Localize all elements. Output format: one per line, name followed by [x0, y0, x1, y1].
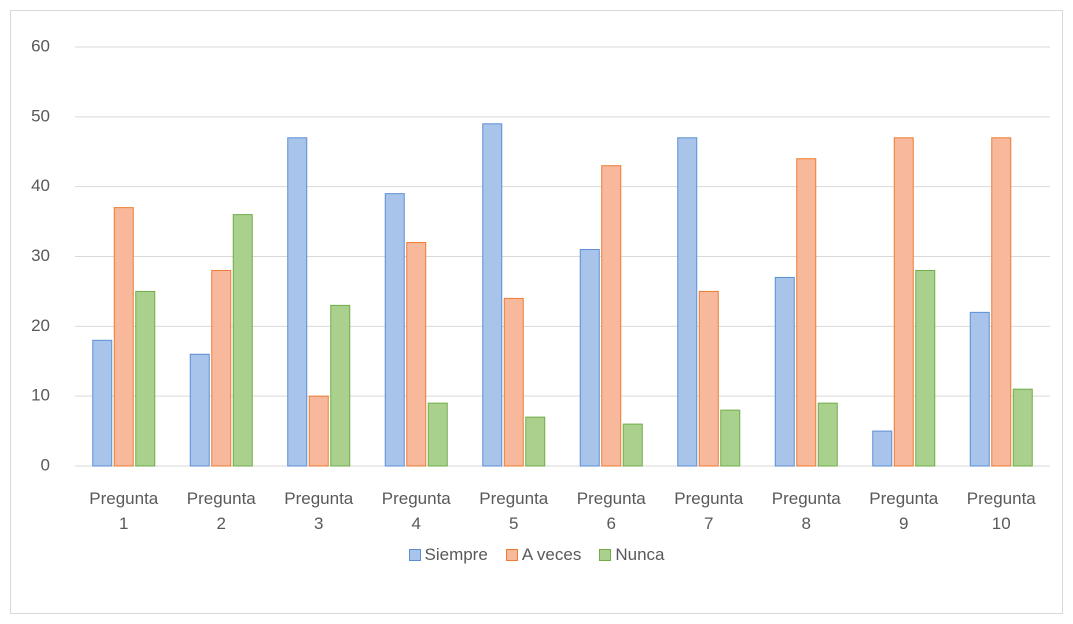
bar — [503, 297, 524, 467]
x-tick-label: Pregunta 2 — [186, 489, 256, 533]
y-tick-label: 50 — [31, 106, 50, 125]
x-tick-label: Pregunta 8 — [771, 489, 841, 533]
y-tick-label: 40 — [31, 176, 50, 195]
bar — [92, 339, 113, 467]
x-tick-label: Pregunta 7 — [674, 489, 744, 533]
x-tick-label: Pregunta 1 — [89, 489, 159, 533]
y-tick-label: 20 — [31, 316, 50, 335]
bar — [622, 423, 643, 467]
bar — [601, 165, 622, 467]
bar — [677, 137, 698, 467]
bar — [796, 158, 817, 467]
bar — [915, 269, 936, 467]
y-tick-label: 60 — [31, 36, 50, 55]
legend-swatch — [408, 549, 421, 561]
x-tick-label: Pregunta 4 — [381, 489, 451, 533]
bar — [872, 430, 893, 467]
bar — [817, 402, 838, 467]
bar — [969, 311, 990, 467]
legend-item: A veces — [505, 545, 582, 565]
bar — [720, 409, 741, 467]
y-tick-label: 30 — [31, 246, 50, 265]
x-tick-label: Pregunta 10 — [966, 489, 1036, 533]
chart-border — [10, 10, 1063, 614]
bar — [991, 137, 1012, 467]
legend-swatch — [599, 549, 612, 561]
bar — [211, 269, 232, 467]
bar — [135, 290, 156, 467]
y-tick-label: 10 — [31, 386, 50, 405]
y-tick-label: 0 — [41, 455, 50, 474]
bar — [384, 193, 405, 467]
bar — [189, 353, 210, 467]
x-tick-label: Pregunta 3 — [284, 489, 354, 533]
bar — [308, 395, 329, 467]
legend-item: Siempre — [408, 545, 488, 565]
legend-item: Nunca — [599, 545, 665, 565]
bar — [525, 416, 546, 467]
legend-swatch — [505, 549, 518, 561]
bar — [698, 290, 719, 467]
bar — [482, 123, 503, 467]
bar — [113, 207, 134, 467]
x-tick-label: Pregunta 9 — [869, 489, 939, 533]
bar — [893, 137, 914, 467]
legend-label: Siempre — [424, 545, 488, 564]
bar — [427, 402, 448, 467]
bar — [579, 249, 600, 467]
bar — [406, 242, 427, 467]
bar — [774, 276, 795, 467]
bar — [1012, 388, 1033, 467]
bar — [330, 304, 351, 467]
x-tick-label: Pregunta 6 — [576, 489, 646, 533]
bar — [287, 137, 308, 467]
legend-label: Nunca — [615, 545, 665, 564]
legend-label: A veces — [521, 545, 582, 564]
x-tick-label: Pregunta 5 — [479, 489, 549, 533]
bar — [232, 214, 253, 467]
legend: Siempre A veces Nunca — [0, 545, 1073, 565]
